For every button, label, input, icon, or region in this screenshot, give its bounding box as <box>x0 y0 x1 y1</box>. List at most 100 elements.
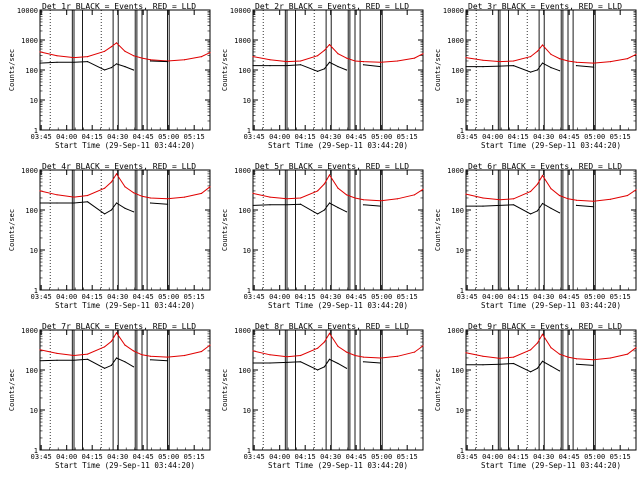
series-point-lld <box>362 356 365 358</box>
y-axis-label: Counts/sec <box>221 49 229 91</box>
series-point-lld <box>345 194 348 196</box>
series-point-events <box>104 213 106 215</box>
series-point-events <box>124 207 126 209</box>
series-point-events <box>149 202 152 204</box>
y-tick-label: 1 <box>34 287 38 295</box>
series-line-events <box>466 360 560 373</box>
series-point-lld <box>499 357 501 359</box>
y-tick-label: 1 <box>34 447 38 455</box>
series-point-events <box>337 362 339 365</box>
series-point-lld <box>396 355 399 357</box>
series-point-lld <box>141 354 143 356</box>
series-point-lld <box>592 200 595 202</box>
plot-frame <box>252 9 424 131</box>
series-point-lld <box>209 186 211 188</box>
series-point-lld <box>575 61 578 63</box>
series-point-lld <box>104 187 106 189</box>
detector-chart-4: Det 4r BLACK = Events, RED = LLD 1 10 100 10… <box>8 162 211 310</box>
x-tick-label: 05:15 <box>397 453 418 461</box>
series-point-lld <box>110 181 112 183</box>
series-point-events <box>87 201 89 203</box>
series-point-lld <box>530 349 532 351</box>
series-point-events <box>269 362 271 364</box>
series-point-lld <box>379 357 382 359</box>
x-tick-label: 04:45 <box>346 453 367 461</box>
series-point-events <box>530 371 532 373</box>
x-axis-label: Start Time (29-Sep-11 03:44:20) <box>268 301 408 310</box>
series-point-lld <box>536 342 539 344</box>
plot-frame <box>39 9 211 131</box>
series-point-events <box>575 65 578 67</box>
series-point-lld <box>413 351 416 353</box>
x-tick-label: 04:00 <box>482 133 503 141</box>
chart-title: Det 6r BLACK = Events, RED = LLD <box>468 162 622 171</box>
series-point-events <box>104 367 106 369</box>
series-line-events <box>150 60 168 63</box>
y-tick-label: 100 <box>238 367 251 375</box>
series-point-events <box>166 61 169 63</box>
series-point-lld <box>39 349 41 351</box>
x-tick-label: 04:45 <box>133 293 154 301</box>
series-point-lld <box>362 199 365 201</box>
y-tick-label: 10 <box>243 97 251 105</box>
y-tick-label: 100 <box>25 367 38 375</box>
series-point-lld <box>183 59 186 61</box>
x-tick-label: 04:30 <box>107 293 128 301</box>
series-line-events <box>363 361 381 364</box>
series-point-events <box>558 212 561 214</box>
series-point-lld <box>609 61 612 63</box>
y-axis-label: Counts/sec <box>8 209 16 251</box>
series-point-lld <box>200 56 203 58</box>
series-point-lld <box>166 198 169 200</box>
series-point-lld <box>115 173 118 175</box>
series-point-events <box>323 366 325 368</box>
detector-chart-6: Det 6r BLACK = Events, RED = LLD 1 10 100 10… <box>434 162 637 310</box>
series-point-lld <box>87 194 89 197</box>
series-point-events <box>56 61 58 63</box>
x-tick-label: 05:00 <box>371 453 392 461</box>
series-line-events <box>39 357 134 369</box>
series-point-lld <box>269 196 271 198</box>
series-point-lld <box>132 350 135 352</box>
series-point-events <box>323 68 325 70</box>
series-point-lld <box>317 55 319 57</box>
y-axis-label: Counts/sec <box>434 209 442 251</box>
series-point-lld <box>132 192 135 194</box>
x-axis-label: Start Time (29-Sep-11 03:44:20) <box>481 141 621 150</box>
series-point-lld <box>413 57 416 59</box>
series-line-events <box>363 64 381 68</box>
x-tick-label: 04:15 <box>295 453 316 461</box>
series-point-lld <box>530 56 532 58</box>
series-point-lld <box>149 59 152 61</box>
y-axis-label: Counts/sec <box>221 209 229 251</box>
y-tick-label: 1000 <box>447 167 464 175</box>
series-point-events <box>337 207 339 209</box>
series-point-lld <box>541 333 544 335</box>
series-point-lld <box>300 354 302 357</box>
series-point-events <box>166 203 169 205</box>
x-tick-label: 05:00 <box>158 293 179 301</box>
series-point-lld <box>626 58 629 60</box>
series-point-events <box>252 204 254 206</box>
series-point-events <box>541 360 544 362</box>
series-point-events <box>513 65 515 67</box>
series-point-lld <box>550 53 552 56</box>
y-tick-label: 1 <box>34 127 38 135</box>
x-tick-label: 03:45 <box>244 453 265 461</box>
series-point-events <box>530 71 532 73</box>
x-tick-label: 04:00 <box>482 453 503 461</box>
y-tick-label: 1000 <box>21 167 38 175</box>
x-tick-label: 05:15 <box>184 293 205 301</box>
series-line-events <box>40 201 134 215</box>
series-point-lld <box>252 192 254 194</box>
series-point-events <box>592 66 595 68</box>
series-point-events <box>269 65 271 67</box>
y-tick-label: 10 <box>456 247 464 255</box>
series-line-events <box>466 62 560 73</box>
series-point-lld <box>354 60 356 62</box>
detector-chart-7: Det 7r BLACK = Events, RED = LLD 1 10 100 10… <box>8 322 211 470</box>
series-point-events <box>345 367 348 369</box>
x-tick-label: 04:00 <box>269 453 290 461</box>
series-point-events <box>328 358 331 360</box>
plot-frame <box>39 169 211 291</box>
